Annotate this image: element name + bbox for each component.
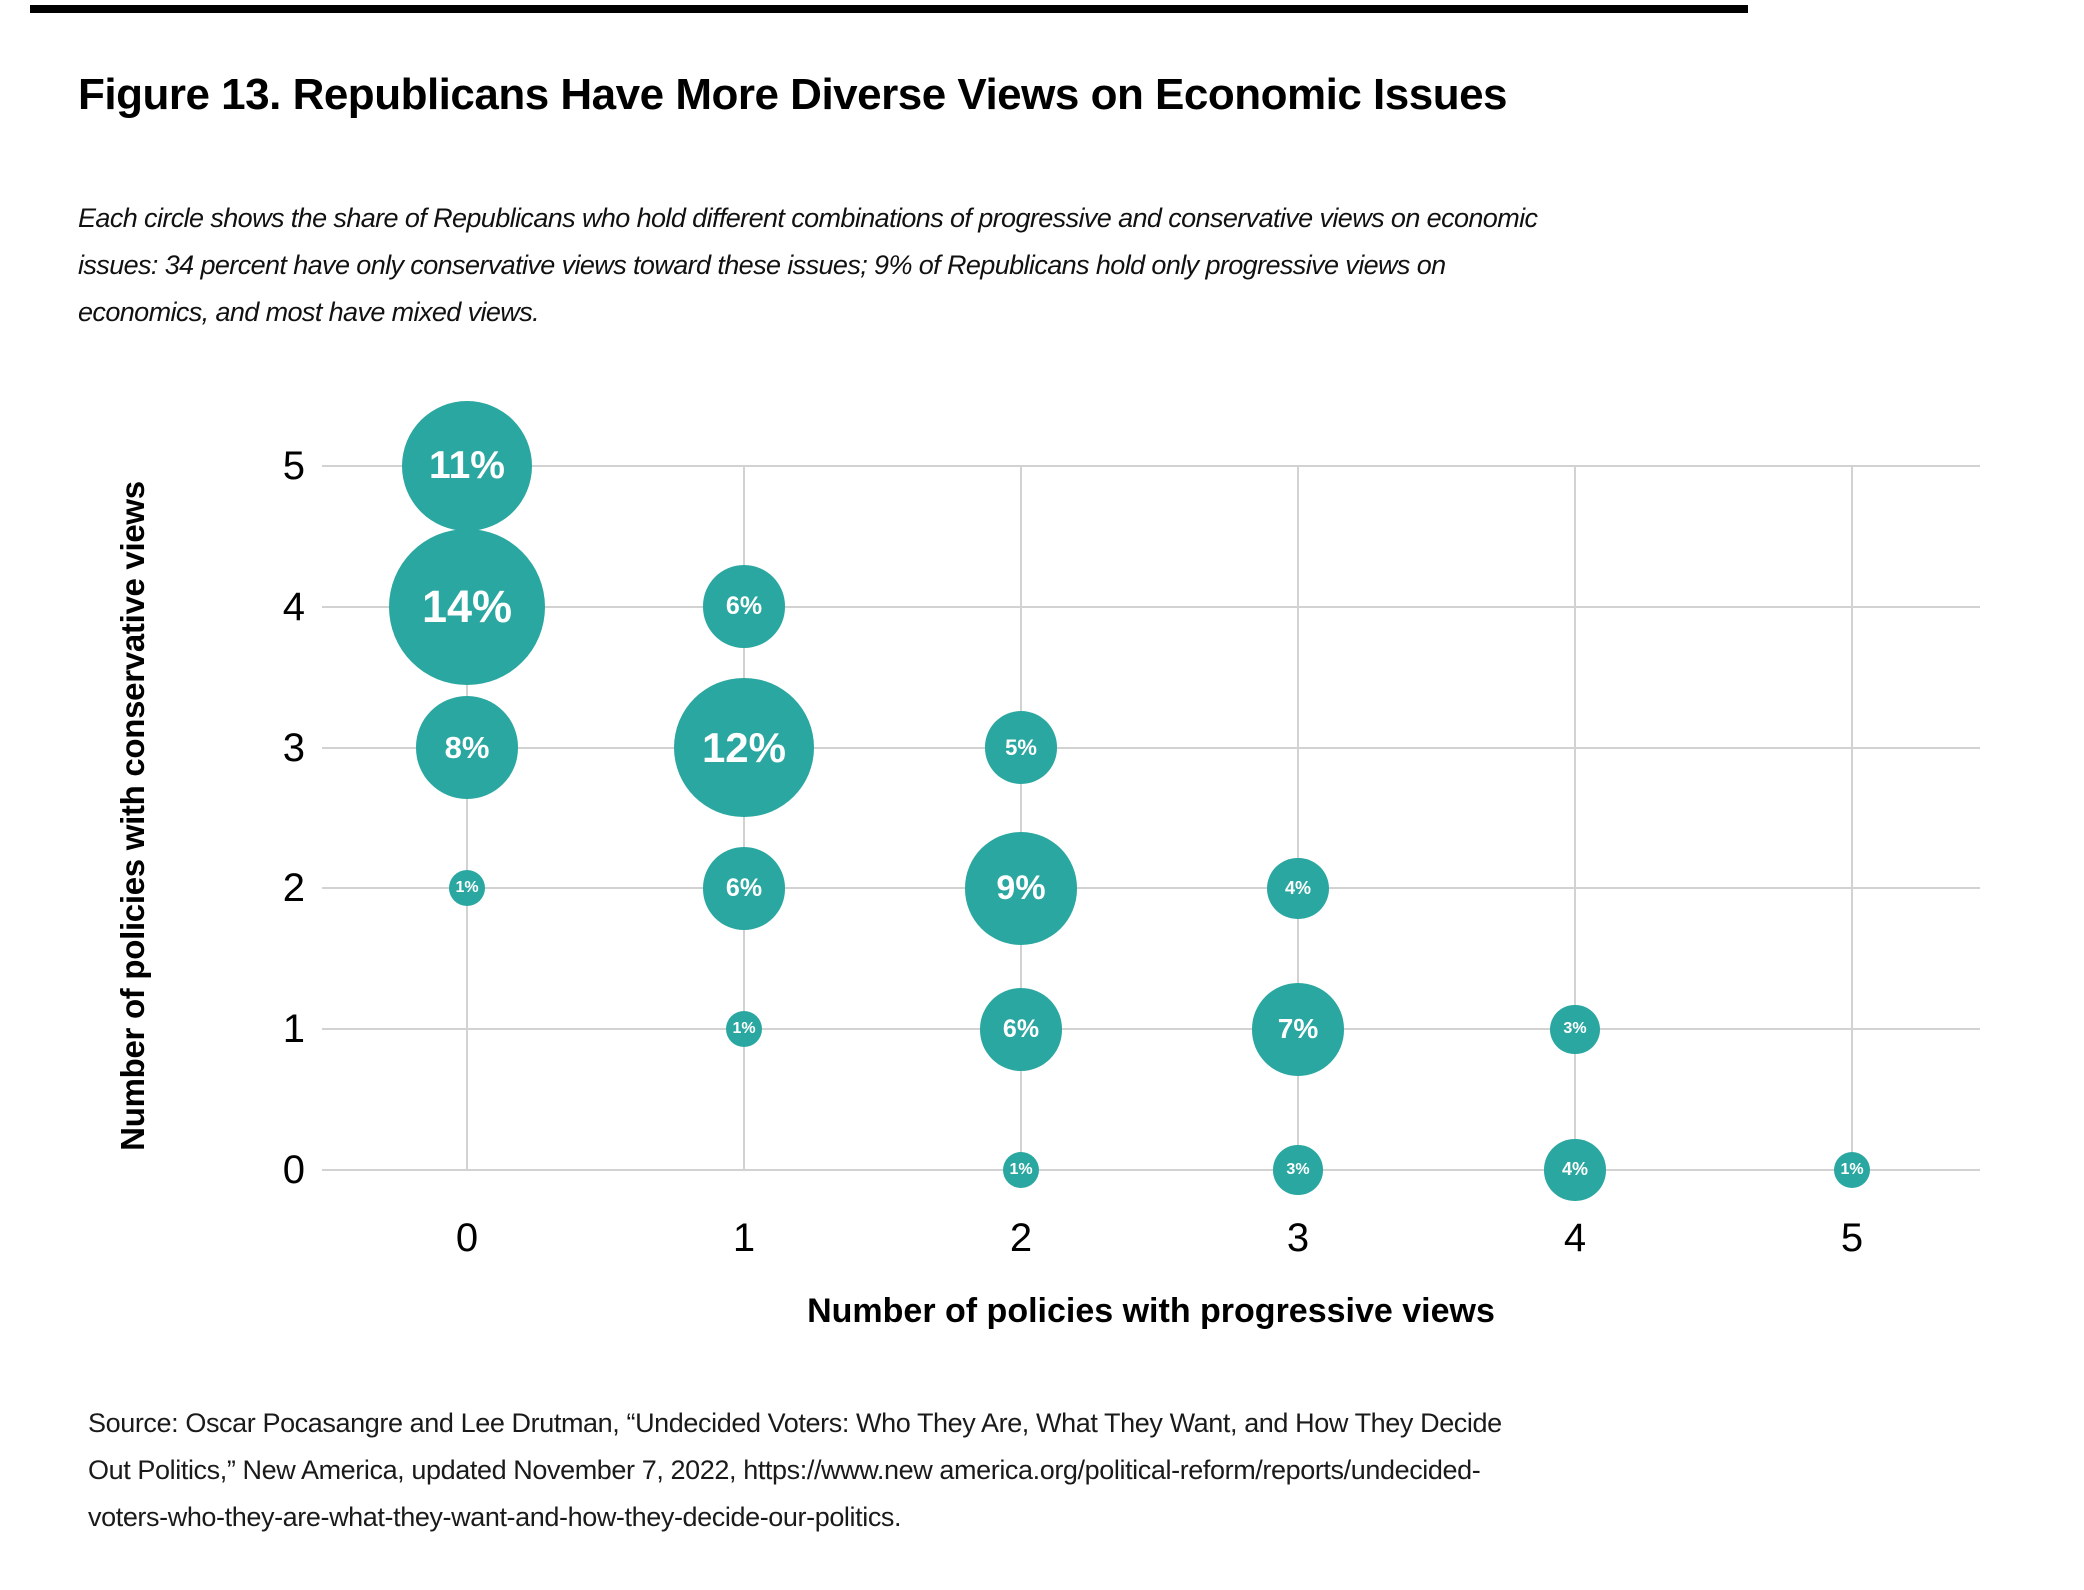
y-tick-label: 3 bbox=[282, 725, 305, 770]
bubble: 4% bbox=[1267, 857, 1329, 919]
y-tick-label: 5 bbox=[282, 444, 305, 488]
subtitle-line: issues: 34 percent have only conservativ… bbox=[78, 250, 1446, 280]
gridline-vertical bbox=[1297, 466, 1299, 1170]
source-line: Source: Oscar Pocasangre and Lee Drutman… bbox=[88, 1408, 1502, 1438]
bubble-value-label: 5% bbox=[1005, 734, 1037, 760]
x-tick-label: 4 bbox=[1563, 1216, 1587, 1260]
bubble: 5% bbox=[984, 711, 1058, 784]
bubble: 14% bbox=[388, 528, 546, 685]
bubble-value-label: 4% bbox=[1561, 1159, 1588, 1180]
gridline-vertical bbox=[466, 466, 468, 1170]
figure-subtitle: Each circle shows the share of Republica… bbox=[78, 195, 1538, 336]
y-axis-title: Number of policies with conservative vie… bbox=[114, 481, 151, 1151]
top-rule bbox=[30, 5, 1748, 13]
x-tick-label: 1 bbox=[732, 1216, 756, 1260]
source-line: voters-who-they-are-what-they-want-and-h… bbox=[88, 1502, 902, 1532]
bubble-value-label: 11% bbox=[429, 443, 505, 487]
bubble-value-label: 4% bbox=[1284, 877, 1311, 898]
bubble: 12% bbox=[674, 677, 814, 818]
y-tick-label: 0 bbox=[282, 1148, 305, 1192]
bubble-value-label: 6% bbox=[1002, 1014, 1040, 1043]
figure-title: Figure 13. Republicans Have More Diverse… bbox=[78, 70, 1508, 119]
bubble-value-label: 12% bbox=[701, 723, 787, 771]
bubble: 1% bbox=[1834, 1152, 1870, 1188]
gridline-vertical bbox=[1851, 466, 1853, 1170]
bubble: 6% bbox=[702, 846, 786, 930]
bubble: 3% bbox=[1273, 1145, 1323, 1195]
figure-source: Source: Oscar Pocasangre and Lee Drutman… bbox=[88, 1400, 1502, 1541]
bubble-value-label: 3% bbox=[1286, 1160, 1310, 1178]
bubble: 1% bbox=[1003, 1152, 1039, 1188]
bubble-value-label: 6% bbox=[725, 873, 763, 902]
gridline-horizontal bbox=[322, 465, 1980, 467]
bubble: 6% bbox=[702, 565, 786, 649]
bubble: 4% bbox=[1544, 1139, 1606, 1201]
bubble-value-label: 9% bbox=[996, 868, 1046, 907]
bubble-value-label: 3% bbox=[1563, 1020, 1587, 1038]
bubble-chart: 5 4 3 2 1 0 0 1 2 3 4 5 11% 14% 8% 1% 6% 12% 6% 1% 5% 9% 6% 1%… bbox=[114, 400, 1980, 1330]
bubble-value-label: 1% bbox=[455, 879, 479, 897]
gridline-horizontal bbox=[322, 1169, 1980, 1171]
bubble-value-label: 7% bbox=[1277, 1013, 1319, 1045]
x-tick-label: 3 bbox=[1286, 1216, 1310, 1260]
bubble-value-label: 1% bbox=[1009, 1161, 1033, 1178]
gridline-vertical bbox=[1020, 466, 1022, 1170]
bubble-value-label: 1% bbox=[732, 1020, 756, 1038]
x-tick-label: 5 bbox=[1840, 1216, 1864, 1260]
bubble: 11% bbox=[401, 400, 533, 532]
bubble: 6% bbox=[979, 987, 1063, 1071]
bubble: 1% bbox=[726, 1011, 762, 1048]
subtitle-line: Each circle shows the share of Republica… bbox=[78, 203, 1538, 233]
gridline-vertical bbox=[1574, 466, 1576, 1170]
x-tick-label: 0 bbox=[455, 1216, 479, 1260]
bubble: 7% bbox=[1251, 982, 1345, 1076]
y-tick-label: 1 bbox=[282, 1007, 305, 1052]
bubble: 9% bbox=[964, 832, 1078, 945]
bubble-value-label: 1% bbox=[1840, 1161, 1864, 1178]
x-axis-title: Number of policies with progressive view… bbox=[807, 1292, 1495, 1330]
gridline-horizontal bbox=[322, 605, 1980, 608]
gridline-horizontal bbox=[322, 1028, 1980, 1031]
gridline-vertical bbox=[743, 466, 745, 1170]
source-line: Out Politics,” New America, updated Nove… bbox=[88, 1455, 1481, 1485]
gridline-horizontal bbox=[322, 887, 1980, 890]
bubble-value-label: 8% bbox=[444, 729, 490, 765]
gridline-horizontal bbox=[322, 746, 1980, 749]
bubble: 8% bbox=[415, 696, 519, 799]
x-tick-label: 2 bbox=[1009, 1216, 1033, 1260]
y-tick-label: 2 bbox=[282, 866, 305, 911]
bubble-value-label: 6% bbox=[725, 592, 763, 621]
subtitle-line: economics, and most have mixed views. bbox=[78, 297, 540, 327]
bubble-value-label: 14% bbox=[421, 580, 513, 632]
y-tick-label: 4 bbox=[282, 584, 305, 629]
bubble: 1% bbox=[449, 870, 485, 907]
bubble: 3% bbox=[1550, 1004, 1600, 1054]
